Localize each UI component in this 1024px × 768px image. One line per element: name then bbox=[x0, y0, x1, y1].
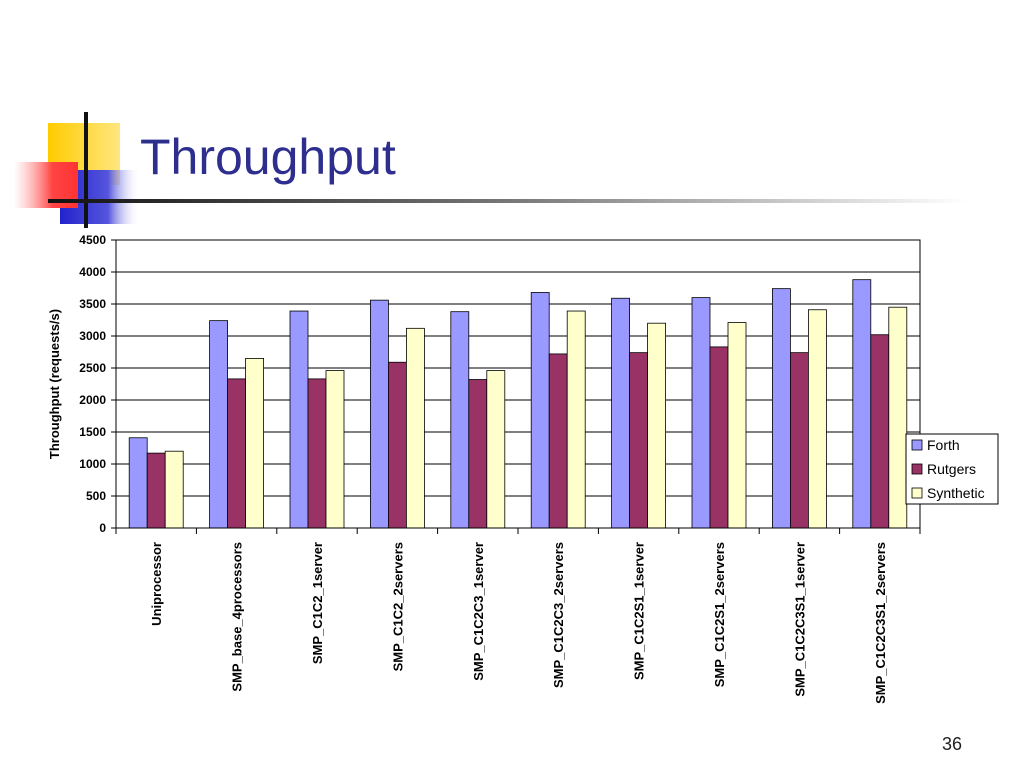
bar-rutgers bbox=[629, 352, 648, 529]
bars-layer bbox=[128, 279, 908, 529]
bar-rutgers bbox=[387, 361, 407, 529]
bar-rutgers bbox=[468, 379, 488, 529]
vertical-rule bbox=[84, 112, 88, 228]
bar-forth bbox=[209, 320, 229, 529]
bar-forth bbox=[691, 297, 711, 529]
bar-rutgers bbox=[307, 378, 327, 529]
bar-synthetic bbox=[727, 322, 747, 529]
legend: Forth Rutgers Synthetic bbox=[905, 433, 999, 505]
bar-forth bbox=[128, 437, 148, 529]
bar-synthetic bbox=[405, 327, 425, 529]
bar-forth bbox=[530, 292, 550, 529]
y-tick-label: 2500 bbox=[79, 361, 106, 375]
legend-label-synthetic: Synthetic bbox=[927, 485, 985, 501]
bar-synthetic bbox=[245, 357, 265, 529]
bar-rutgers bbox=[146, 452, 166, 529]
title-decoration bbox=[14, 112, 968, 228]
x-axis: Uniprocessor SMP_base_4processors SMP_C1C2… bbox=[115, 528, 921, 704]
bar-forth bbox=[450, 311, 470, 529]
legend-label-forth: Forth bbox=[927, 437, 960, 453]
bar-rutgers bbox=[709, 346, 729, 529]
category-label: Uniprocessor bbox=[149, 542, 164, 626]
bar-synthetic bbox=[164, 450, 184, 529]
y-tick-label: 4500 bbox=[79, 233, 106, 247]
legend-swatch-rutgers bbox=[911, 463, 923, 475]
bar-synthetic bbox=[808, 309, 827, 529]
y-tick-label: 500 bbox=[86, 489, 106, 503]
bar-rutgers bbox=[790, 352, 809, 529]
bar-rutgers bbox=[227, 378, 247, 529]
bar-forth bbox=[369, 299, 389, 529]
legend-swatch-synthetic bbox=[911, 487, 923, 499]
category-label: SMP_C1C2C3S1_2servers bbox=[873, 542, 888, 704]
bar-synthetic bbox=[647, 322, 666, 529]
bar-rutgers bbox=[870, 334, 890, 529]
y-tick-label: 2000 bbox=[79, 393, 106, 407]
bar-synthetic bbox=[566, 310, 586, 529]
legend-label-rutgers: Rutgers bbox=[927, 461, 976, 477]
bar-forth bbox=[611, 297, 630, 529]
y-axis-title: Throughput (requests/s) bbox=[47, 309, 62, 459]
category-label: SMP_base_4processors bbox=[230, 542, 245, 692]
bar-synthetic bbox=[325, 370, 345, 529]
bar-rutgers bbox=[548, 353, 568, 529]
y-tick-label: 3000 bbox=[79, 329, 106, 343]
horizontal-rule bbox=[48, 199, 968, 203]
y-tick-label: 1000 bbox=[79, 457, 106, 471]
category-label: SMP_C1C2C3S1_1server bbox=[792, 542, 807, 697]
y-tick-label: 0 bbox=[99, 521, 106, 535]
bar-forth bbox=[852, 279, 872, 529]
bar-forth bbox=[772, 288, 791, 529]
bar-synthetic bbox=[888, 306, 908, 529]
category-label: SMP_C1C2_2servers bbox=[390, 542, 405, 671]
category-label: SMP_C1C2_1server bbox=[310, 542, 325, 664]
y-tick-label: 4000 bbox=[79, 265, 106, 279]
y-axis: 0 500 1000 1500 2000 2500 3000 3500 4000 4500 bbox=[79, 233, 116, 535]
slide-title: Throughput bbox=[140, 129, 396, 185]
category-label: SMP_C1C2C3_2servers bbox=[551, 542, 566, 688]
category-label: SMP_C1C2C3_1server bbox=[471, 542, 486, 681]
category-label: SMP_C1C2S1_2servers bbox=[712, 542, 727, 687]
legend-swatch-forth bbox=[911, 439, 923, 451]
bar-synthetic bbox=[486, 370, 506, 529]
category-label: SMP_C1C2S1_1server bbox=[632, 542, 647, 680]
bar-forth bbox=[289, 310, 309, 529]
y-tick-label: 3500 bbox=[79, 297, 106, 311]
slide-number: 36 bbox=[941, 734, 962, 754]
y-tick-label: 1500 bbox=[79, 425, 106, 439]
